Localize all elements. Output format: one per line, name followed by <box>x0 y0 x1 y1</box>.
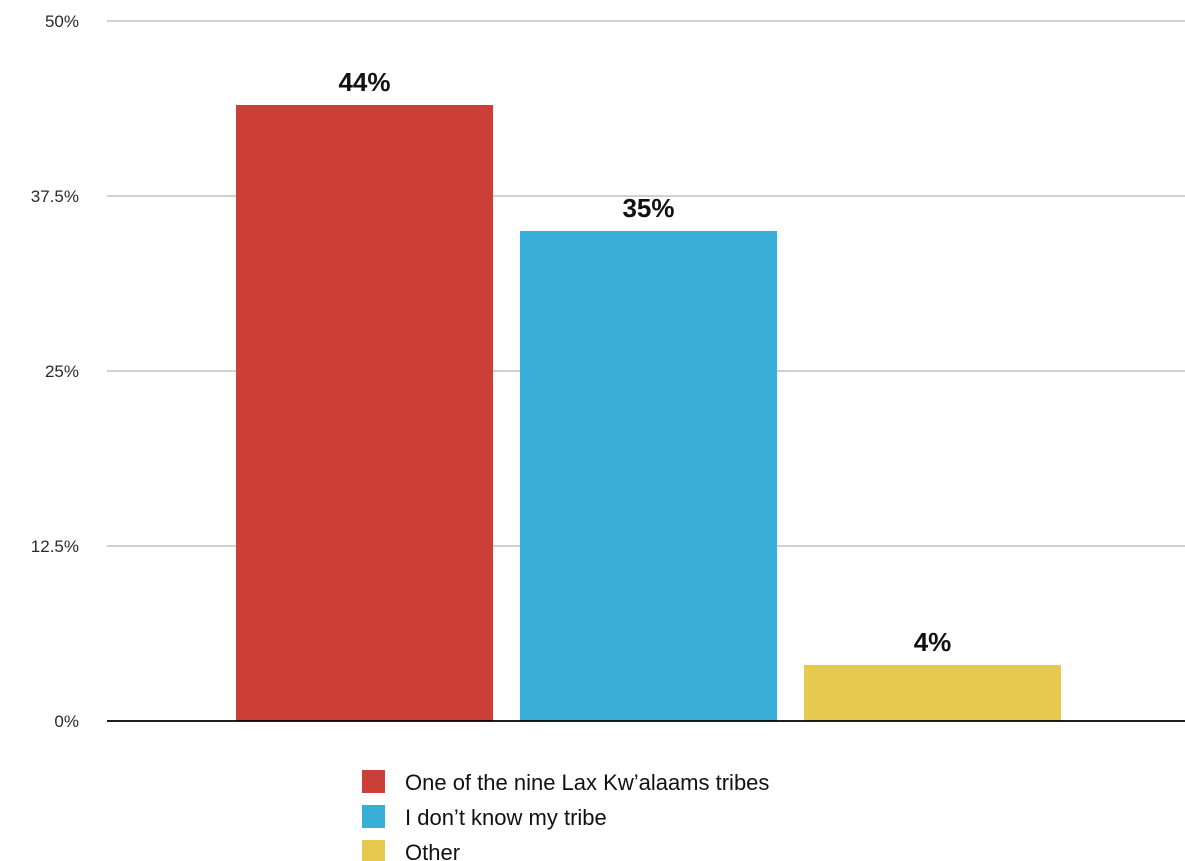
y-axis-ticks: 0% 12.5% 25% 37.5% 50% <box>31 12 79 731</box>
data-label: 35% <box>622 193 674 223</box>
legend-swatch <box>362 770 385 793</box>
bar <box>236 105 493 721</box>
legend-swatch <box>362 840 385 861</box>
bar <box>520 231 777 721</box>
legend-label: One of the nine Lax Kw’alaams tribes <box>405 770 769 795</box>
y-tick-label: 37.5% <box>31 187 79 206</box>
data-labels: 44% 35% 4% <box>338 67 951 657</box>
legend-label: Other <box>405 840 460 861</box>
y-tick-label: 50% <box>45 12 79 31</box>
data-label: 44% <box>338 67 390 97</box>
legend: One of the nine Lax Kw’alaams tribes I do… <box>362 770 769 861</box>
y-tick-label: 25% <box>45 362 79 381</box>
data-label: 4% <box>914 627 952 657</box>
bar <box>804 665 1061 721</box>
y-tick-label: 12.5% <box>31 537 79 556</box>
bars <box>236 105 1061 721</box>
legend-label: I don’t know my tribe <box>405 805 607 830</box>
legend-swatch <box>362 805 385 828</box>
y-tick-label: 0% <box>54 712 79 731</box>
